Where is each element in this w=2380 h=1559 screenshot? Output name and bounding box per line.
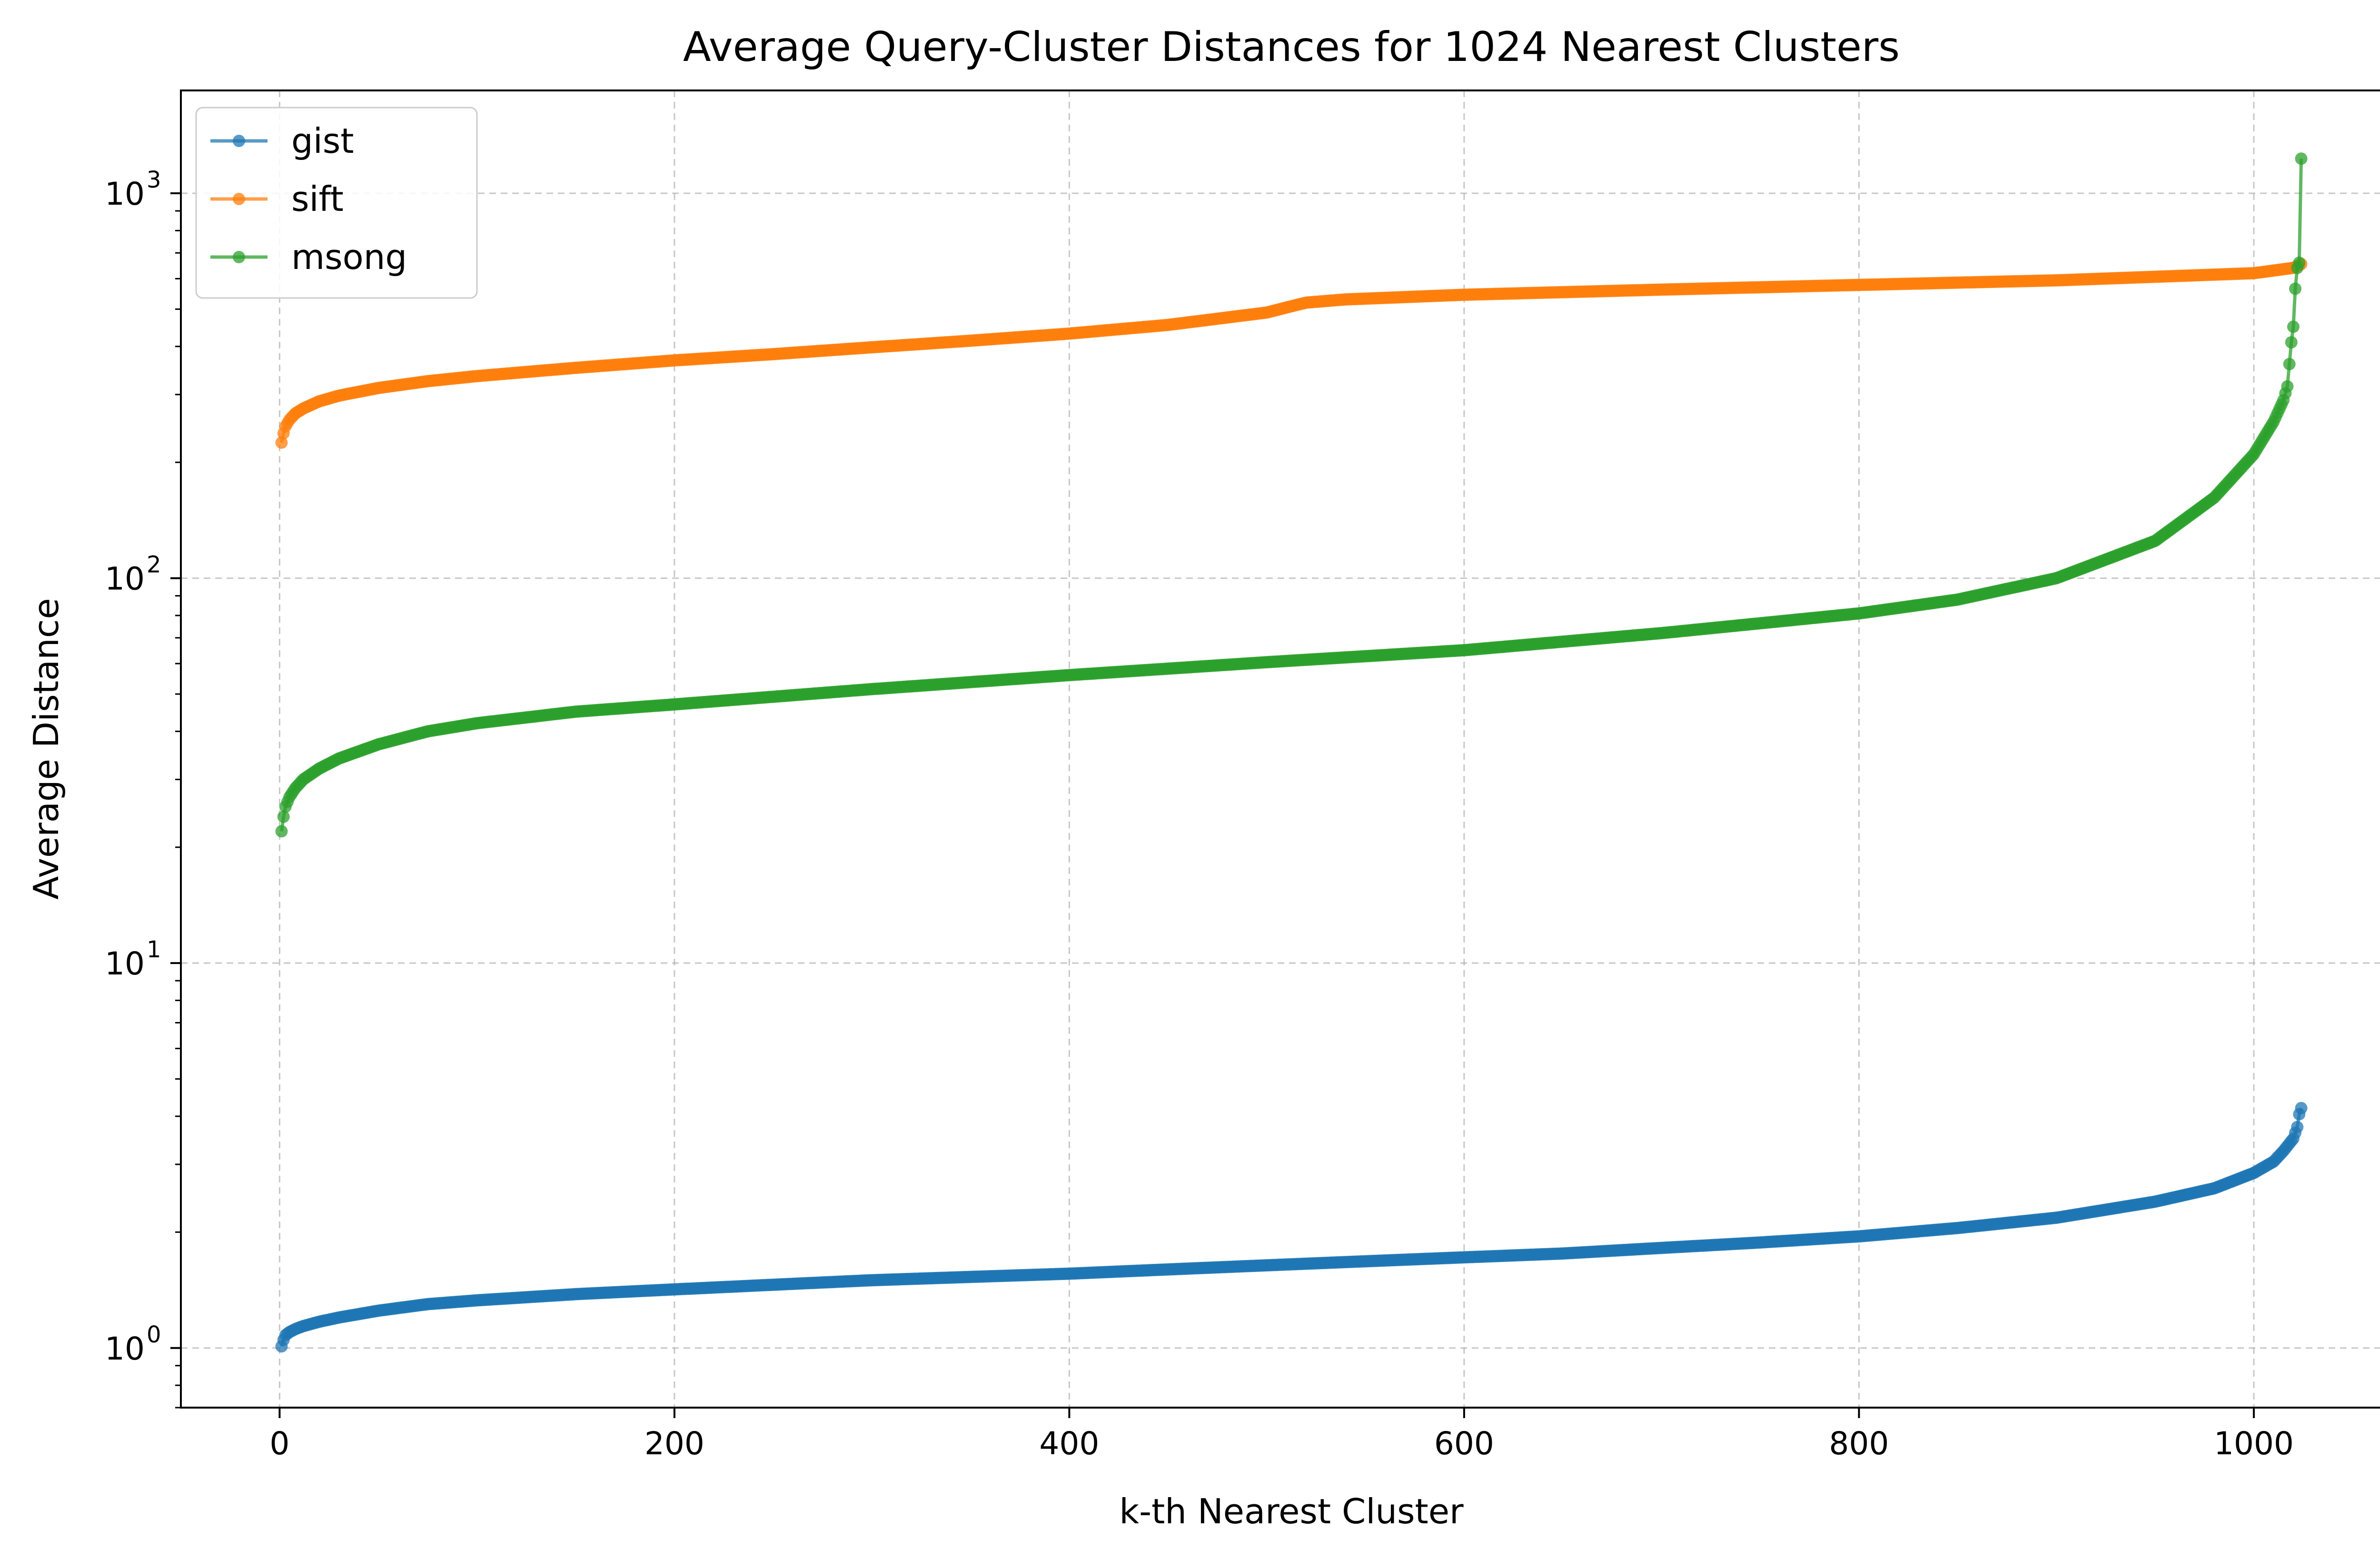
x-tick-label: 200 [645,1425,704,1462]
x-tick-label: 800 [1829,1425,1889,1462]
legend-marker-gist [233,135,245,147]
legend-label-msong: msong [291,237,407,277]
data-point-msong [2285,336,2298,349]
y-axis-label: Average Distance [26,598,66,899]
chart-title: Average Query-Cluster Distances for 1024… [683,23,1900,71]
data-point-msong [2287,320,2300,333]
data-point-msong [2293,256,2306,269]
y-tick-label: 10 [105,1331,145,1367]
y-tick-label: 10 [105,945,145,982]
data-point-msong [275,825,288,838]
y-tick-exponent: 0 [147,1321,161,1348]
series-gist [275,1102,2308,1353]
legend: gist sift msong [195,107,478,299]
legend-label-gist: gist [291,121,354,161]
data-point-gist [2291,1121,2304,1133]
data-point-msong [277,810,290,823]
legend-box [195,107,478,299]
x-tick-label: 1000 [2214,1425,2294,1462]
data-point-msong [2289,282,2301,295]
data-point-msong [2283,357,2296,370]
x-tick-label: 600 [1434,1425,1494,1462]
data-point-sift [275,436,288,449]
y-tick-exponent: 2 [147,552,161,578]
data-point-msong [2281,380,2294,393]
data-point-msong [2295,152,2308,165]
series-msong [275,152,2308,838]
data-point-gist [2295,1102,2308,1114]
y-tick-exponent: 3 [147,167,161,193]
legend-marker-sift [233,193,245,205]
x-axis-label: k-th Nearest Cluster [1119,1491,1464,1531]
axes-frame [180,89,2380,1409]
x-tick-label: 0 [269,1425,289,1462]
x-tick-label: 400 [1039,1425,1099,1462]
y-tick-label: 10 [105,176,145,212]
y-tick-exponent: 1 [147,936,161,963]
y-tick-label: 10 [105,561,145,597]
legend-label-sift: sift [291,179,344,219]
legend-marker-msong [233,251,245,263]
